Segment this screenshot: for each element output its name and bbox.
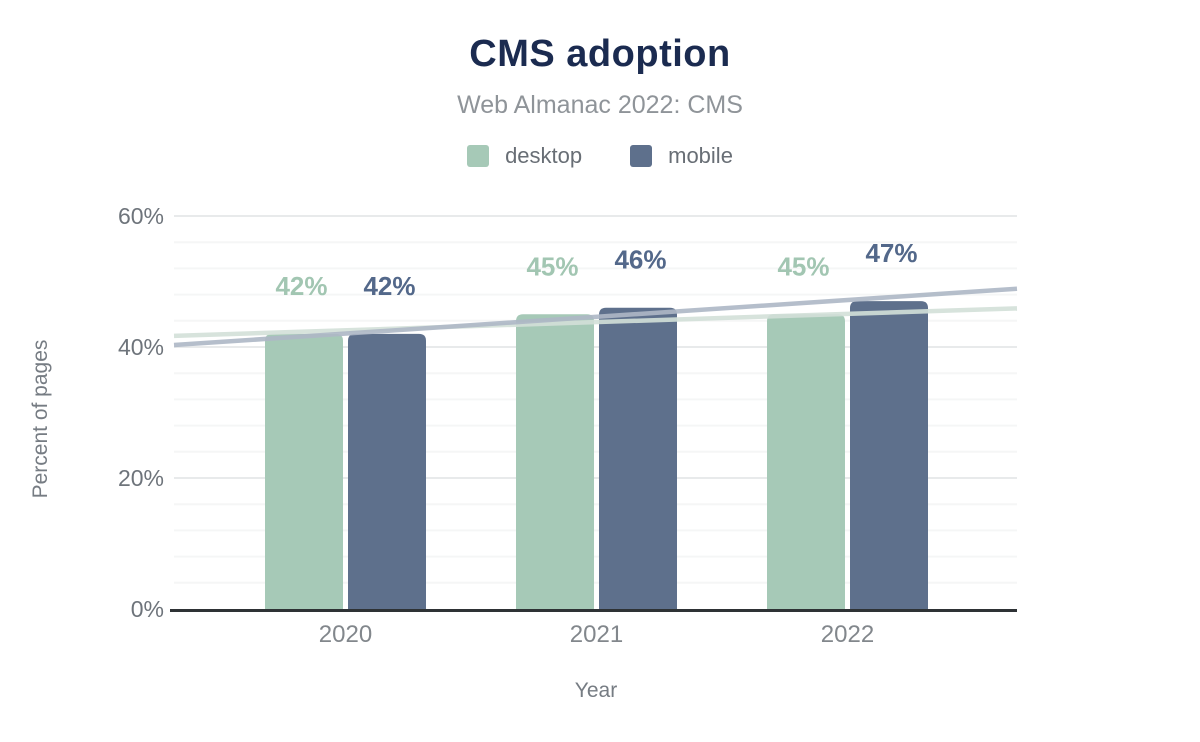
x-tick-label-2020: 2020 (319, 621, 372, 648)
bar-desktop-2021 (516, 314, 594, 609)
bar-mobile-2021 (599, 307, 677, 609)
data-label-desktop-2022: 45% (777, 251, 829, 281)
bar-desktop-2020 (265, 333, 343, 609)
y-tick-label-20: 20% (118, 465, 164, 491)
data-label-desktop-2021: 45% (526, 251, 578, 281)
data-label-desktop-2020: 42% (275, 271, 327, 301)
chart-title: CMS adoption (469, 33, 731, 75)
x-tick-label-2021: 2021 (570, 621, 623, 648)
y-tick-label-60: 60% (118, 203, 164, 229)
x-axis-title: Year (575, 679, 617, 702)
data-label-mobile-2021: 46% (614, 245, 666, 275)
y-tick-label-40: 40% (118, 334, 164, 360)
x-tick-label-2022: 2022 (821, 621, 874, 648)
bar-mobile-2022 (850, 301, 928, 609)
legend-label-desktop: desktop (505, 143, 583, 168)
trendline-mobile (173, 286, 1018, 348)
data-label-mobile-2020: 42% (363, 271, 415, 301)
trendline-desktop (173, 306, 1018, 339)
data-label-mobile-2022: 47% (865, 238, 917, 268)
legend-swatch-desktop (467, 145, 490, 167)
bar-mobile-2020 (348, 333, 426, 609)
y-tick-label-0: 0% (131, 596, 164, 622)
legend: desktop mobile (0, 143, 1200, 169)
bar-desktop-2022 (767, 314, 845, 609)
y-axis-title: Percent of pages (29, 340, 52, 499)
legend-item-desktop: desktop (467, 143, 582, 169)
chart-subtitle: Web Almanac 2022: CMS (457, 91, 743, 119)
legend-item-mobile: mobile (630, 143, 733, 169)
legend-swatch-mobile (630, 145, 653, 167)
legend-label-mobile: mobile (668, 143, 733, 168)
